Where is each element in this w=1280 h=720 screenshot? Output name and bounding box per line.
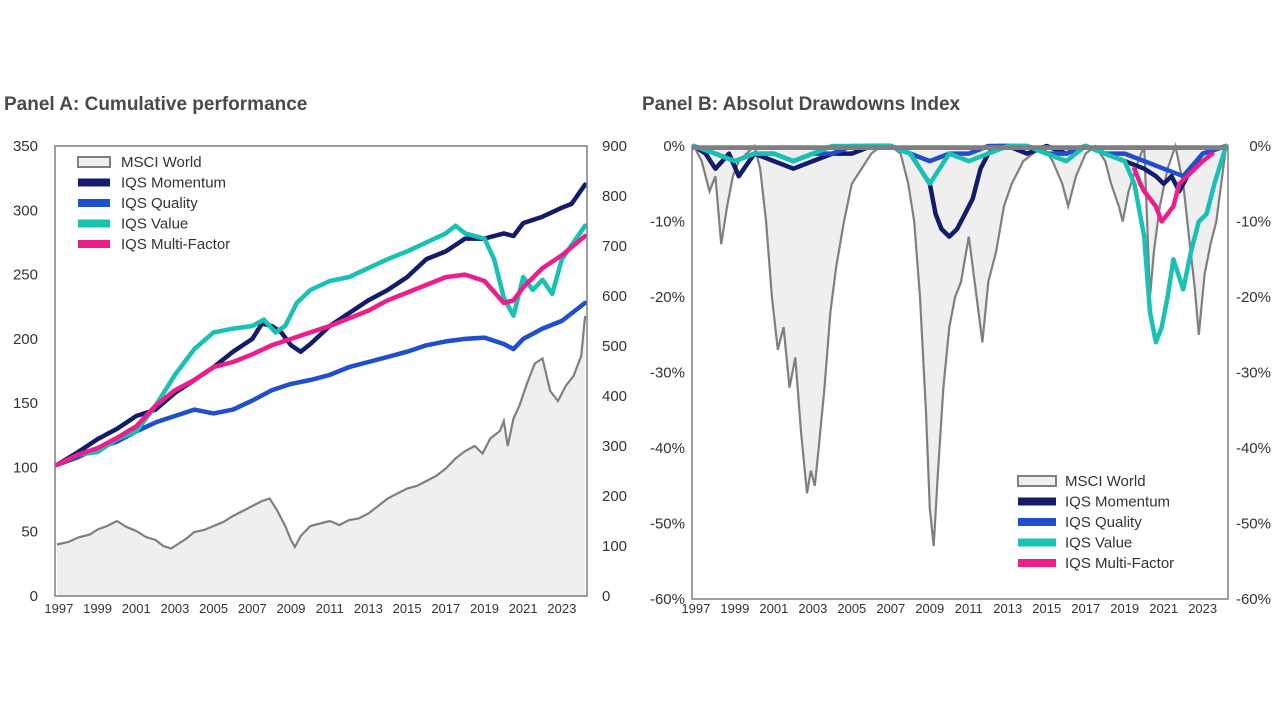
panel-b-y-right-tick: -30% — [1236, 365, 1271, 382]
panel-a-y-left-tick: 0 — [30, 588, 38, 605]
panel-b-x-tick: 2011 — [955, 601, 983, 616]
panel-a-chart: 0 50 100 150 200 250 300 350 0 100 200 300 400 500 600… — [13, 138, 627, 616]
panel-a-y-left-tick: 50 — [21, 524, 38, 541]
panel-a-legend-label: IQS Momentum — [121, 175, 226, 192]
panel-b-y-left-tick: -50% — [650, 516, 685, 533]
panel-a-series-iqs-momentum — [54, 182, 588, 468]
panel-b-x-tick: 1999 — [720, 601, 749, 616]
panel-a-series-msci-world — [56, 315, 587, 550]
panel-a-y-left-tick: 350 — [13, 138, 38, 155]
panel-b-legend-swatch — [1017, 475, 1057, 487]
panel-a-y-left-tick: 250 — [13, 267, 38, 284]
panel-a-legend: MSCI World IQS Momentum IQS Quality IQS Val… — [77, 154, 230, 253]
panel-a-legend-label: MSCI World — [121, 154, 202, 171]
panel-b-y-right-tick: -50% — [1236, 516, 1271, 533]
panel-a-series-iqs-quality — [54, 300, 588, 468]
panel-a-series-iqs-multi-factor — [54, 233, 588, 468]
panel-a-x-tick: 2017 — [431, 601, 460, 616]
panel-a-y-right-tick: 0 — [602, 588, 610, 605]
panel-a-y-right-tick: 800 — [602, 188, 627, 205]
panel-a-y-right-tick: 100 — [602, 538, 627, 555]
panel-b-x-tick: 1997 — [681, 601, 710, 616]
panel-b-x-tick: 2017 — [1071, 601, 1100, 616]
panel-b-y-right-tick: 0% — [1249, 138, 1271, 155]
panel-b-x-tick: 2013 — [993, 601, 1022, 616]
panel-a-legend-label: IQS Quality — [121, 195, 198, 212]
panel-a-y-left-tick: 100 — [13, 459, 38, 476]
panel-b-x-tick: 2023 — [1188, 601, 1217, 616]
panel-b-x-tick: 2009 — [915, 601, 944, 616]
panel-a-series-iqs-value — [54, 223, 588, 468]
panel-b-msci-fill — [693, 146, 1227, 547]
panel-b-legend-label: MSCI World — [1065, 473, 1146, 490]
panel-b-legend-label: IQS Value — [1065, 535, 1132, 552]
panel-a-y-right-tick: 600 — [602, 288, 627, 305]
panel-b-series-iqs-multi-factor — [1132, 151, 1215, 224]
panel-b-y-left-tick: -40% — [650, 440, 685, 457]
panel-b-x-tick: 2019 — [1110, 601, 1139, 616]
panel-a-title: Panel A: Cumulative performance — [4, 94, 308, 115]
panel-a-x-tick: 2005 — [199, 601, 228, 616]
panel-a-x-tick: 1999 — [83, 601, 112, 616]
panel-b-series-iqs-momentum — [691, 143, 1229, 239]
panel-a-y-right-tick: 300 — [602, 438, 627, 455]
panel-b-x-tick: 2015 — [1032, 601, 1061, 616]
panel-a-x-tick: 2009 — [277, 601, 306, 616]
panel-a-frame — [54, 145, 588, 597]
panel-a-x-tick: 2001 — [122, 601, 151, 616]
panel-b-frame — [691, 145, 1229, 600]
panel-a-x-tick: 2011 — [316, 601, 344, 616]
panel-b-y-right-tick: -40% — [1236, 440, 1271, 457]
panel-b-y-left-tick: -20% — [650, 289, 685, 306]
panel-a-y-right-tick: 400 — [602, 388, 627, 405]
panel-a-x-tick: 1997 — [44, 601, 73, 616]
panel-a-msci-fill — [56, 316, 586, 596]
panel-b-x-tick: 2005 — [837, 601, 866, 616]
panel-b-legend: MSCI World IQS Momentum IQS Quality IQS Val… — [1017, 473, 1174, 572]
panel-a-y-left-tick: 200 — [13, 331, 38, 348]
panel-b-chart: 0% 0% -10% -10% -20% -20% -30% -30% -40% -40% -50%… — [650, 138, 1271, 616]
panel-b-legend-label: IQS Quality — [1065, 514, 1142, 531]
panel-b-y-left-tick: -60% — [650, 591, 685, 608]
panel-b-x-tick: 2001 — [759, 601, 788, 616]
panel-a-x-tick: 2013 — [354, 601, 383, 616]
panel-b-y-right-tick: -20% — [1236, 289, 1271, 306]
panel-a-x-tick: 2007 — [238, 601, 267, 616]
panel-b-y-left-tick: -10% — [650, 214, 685, 231]
panel-a-legend-label: IQS Value — [121, 216, 188, 233]
panel-a-y-right-tick: 200 — [602, 488, 627, 505]
panel-a-legend-label: IQS Multi-Factor — [121, 236, 230, 253]
panel-b-x-tick: 2007 — [876, 601, 905, 616]
panel-b-y-left-tick: -30% — [650, 365, 685, 382]
panel-b-y-right-tick: -10% — [1236, 214, 1271, 231]
panel-a-legend-swatch — [77, 156, 111, 168]
panel-b-x-tick: 2003 — [798, 601, 827, 616]
panel-a-y-left-tick: 300 — [13, 202, 38, 219]
panel-a-x-tick: 2015 — [393, 601, 422, 616]
panel-a-y-right-tick: 700 — [602, 238, 627, 255]
panel-b-legend-label: IQS Multi-Factor — [1065, 555, 1174, 572]
panel-a-y-right-tick: 500 — [602, 338, 627, 355]
panel-a-x-tick: 2019 — [470, 601, 499, 616]
panel-b-y-right-tick: -60% — [1236, 591, 1271, 608]
panel-b-legend-label: IQS Momentum — [1065, 494, 1170, 511]
panel-b-title: Panel B: Absolut Drawdowns Index — [642, 94, 961, 115]
panel-a-y-left-tick: 150 — [13, 395, 38, 412]
panel-a-y-right-tick: 900 — [602, 138, 627, 155]
panel-a-x-tick: 2023 — [547, 601, 576, 616]
panel-b-y-left-tick: 0% — [663, 138, 685, 155]
panel-b-x-tick: 2021 — [1149, 601, 1178, 616]
panel-a-x-tick: 2021 — [509, 601, 538, 616]
panel-a-x-tick: 2003 — [160, 601, 189, 616]
